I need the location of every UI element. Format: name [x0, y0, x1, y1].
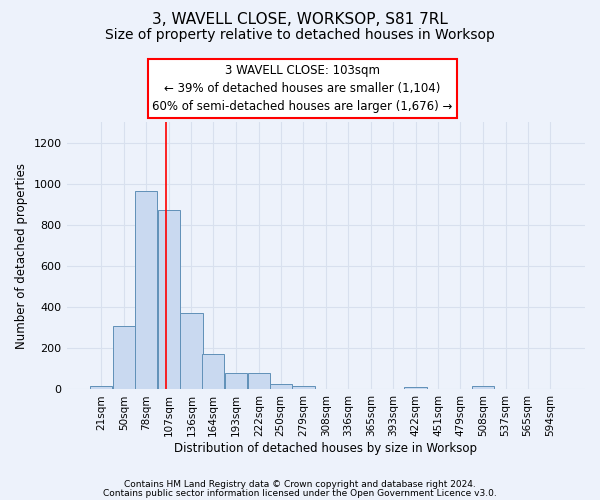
- Bar: [292, 386, 314, 390]
- Text: Contains public sector information licensed under the Open Government Licence v3: Contains public sector information licen…: [103, 488, 497, 498]
- Bar: [202, 354, 224, 390]
- Bar: [113, 326, 135, 390]
- Text: 3, WAVELL CLOSE, WORKSOP, S81 7RL: 3, WAVELL CLOSE, WORKSOP, S81 7RL: [152, 12, 448, 28]
- Bar: [472, 386, 494, 390]
- X-axis label: Distribution of detached houses by size in Worksop: Distribution of detached houses by size …: [174, 442, 477, 455]
- Text: 3 WAVELL CLOSE: 103sqm
← 39% of detached houses are smaller (1,104)
60% of semi-: 3 WAVELL CLOSE: 103sqm ← 39% of detached…: [152, 64, 452, 113]
- Text: Size of property relative to detached houses in Worksop: Size of property relative to detached ho…: [105, 28, 495, 42]
- Bar: [404, 388, 427, 390]
- Text: Contains HM Land Registry data © Crown copyright and database right 2024.: Contains HM Land Registry data © Crown c…: [124, 480, 476, 489]
- Bar: [248, 373, 270, 390]
- Y-axis label: Number of detached properties: Number of detached properties: [15, 163, 28, 349]
- Bar: [180, 314, 203, 390]
- Bar: [269, 384, 292, 390]
- Bar: [135, 192, 157, 390]
- Bar: [225, 373, 247, 390]
- Bar: [90, 386, 112, 390]
- Bar: [158, 210, 180, 390]
